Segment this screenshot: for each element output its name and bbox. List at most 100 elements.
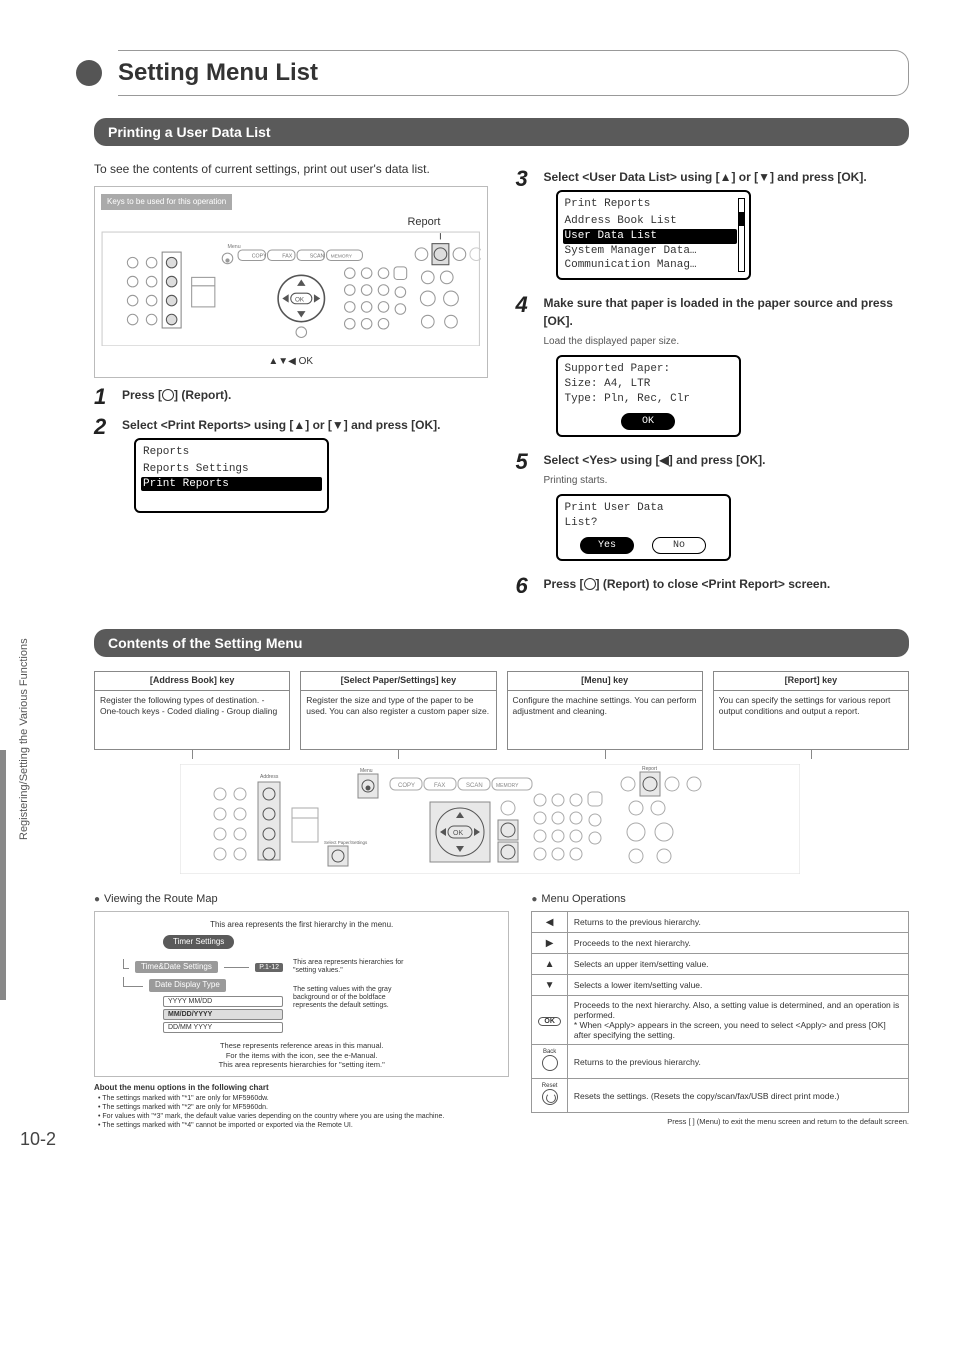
lcd-reports: Reports Reports Settings Print Reports <box>134 438 329 513</box>
svg-text:Menu: Menu <box>228 243 241 249</box>
lcd-header: Print Reports <box>563 197 737 212</box>
t: ] (Report). <box>174 388 231 402</box>
svg-text:MEMORY: MEMORY <box>496 783 519 789</box>
chip-ref: P.1-12 <box>255 963 283 972</box>
down-arrow-icon: ▼ <box>532 975 568 996</box>
about-item: The settings marked with "*4" cannot be … <box>98 1121 509 1130</box>
about-item: The settings marked with "*2" are only f… <box>98 1103 509 1112</box>
big-control-panel: Address Select Paper/Settings Menu COPY … <box>94 764 885 879</box>
key-box-title: [Menu] key <box>508 672 702 691</box>
svg-text:SCAN: SCAN <box>310 253 325 259</box>
menu-ops-table: ◀ Returns to the previous hierarchy. ▶ P… <box>531 911 909 1113</box>
key-box-body: You can specify the settings for various… <box>714 691 908 749</box>
about-item: The settings marked with "*1" are only f… <box>98 1094 509 1103</box>
panel-report-callout: Report <box>101 214 481 231</box>
lcd-print-reports: Print Reports Address Book List User Dat… <box>556 190 751 280</box>
lcd-no-button: No <box>652 537 706 555</box>
svg-text:OK: OK <box>453 830 463 837</box>
ops-row: ◀ Returns to the previous hierarchy. <box>532 912 909 933</box>
route-note: The setting values with the gray backgro… <box>293 986 413 1011</box>
route-map-heading: Viewing the Route Map <box>94 893 509 905</box>
svg-text:Report: Report <box>642 766 658 772</box>
opt: YYYY MM/DD <box>163 996 283 1007</box>
svg-text:Menu: Menu <box>360 768 373 774</box>
svg-text:FAX: FAX <box>434 783 445 789</box>
reset-key-icon: Reset <box>532 1079 568 1113</box>
step-title: Press [ ] (Report). <box>122 386 488 404</box>
step-title: Select <Print Reports> using [▲] or [▼] … <box>122 416 488 434</box>
svg-text:Address: Address <box>260 774 279 780</box>
ops-text: Returns to the previous hierarchy. <box>567 1045 908 1079</box>
svg-text:Select Paper/Settings: Select Paper/Settings <box>324 840 368 845</box>
lcd-row: Communication Manag… <box>563 258 737 273</box>
step-note: Printing starts. <box>544 473 910 488</box>
svg-text:FAX: FAX <box>282 253 292 259</box>
t: Press [ <box>122 388 162 402</box>
lcd-row: Size: A4, LTR <box>563 377 734 392</box>
section-bar-printing: Printing a User Data List <box>94 118 909 146</box>
right-arrow-icon: ▶ <box>532 933 568 954</box>
ops-text: Resets the settings. (Resets the copy/sc… <box>567 1079 908 1113</box>
key-box-menu: [Menu] key Configure the machine setting… <box>507 671 703 750</box>
lcd-row: Print User Data <box>563 501 724 516</box>
lcd-row: Address Book List <box>563 214 737 229</box>
svg-text:MEMORY: MEMORY <box>331 253 353 259</box>
svg-text:SCAN: SCAN <box>466 783 483 789</box>
key-box-body: Configure the machine settings. You can … <box>508 691 702 749</box>
lcd-row: Type: Pln, Rec, Clr <box>563 392 734 407</box>
t: For the items with the icon, see the e-M… <box>103 1051 500 1061</box>
route-mid-notes: These represents reference areas in this… <box>103 1041 500 1070</box>
key-box-select-paper: [Select Paper/Settings] key Register the… <box>300 671 496 750</box>
t: This area represents hierarchies for "se… <box>103 1060 500 1070</box>
lcd-ok-button: OK <box>621 413 675 431</box>
t: These represents reference areas in this… <box>103 1041 500 1051</box>
key-box-body: Register the size and type of the paper … <box>301 691 495 749</box>
back-key-icon: Back <box>532 1045 568 1079</box>
control-panel-illustration: Keys to be used for this operation Repor… <box>94 186 488 378</box>
step-number: 1 <box>94 386 112 408</box>
route-caption: This area represents the first hierarchy… <box>103 920 500 930</box>
step-4: 4 Make sure that paper is loaded in the … <box>516 294 910 443</box>
key-box-address-book: [Address Book] key Register the followin… <box>94 671 290 750</box>
about-item: For values with "*3" mark, the default v… <box>98 1112 509 1121</box>
key-box-body: Register the following types of destinat… <box>95 691 289 749</box>
control-panel-svg: Menu COPY FAX SCAN MEMORY OK <box>101 231 481 347</box>
opt-default: MM/DD/YYYY <box>163 1009 283 1020</box>
up-arrow-icon: ▲ <box>532 954 568 975</box>
big-panel-svg: Address Select Paper/Settings Menu COPY … <box>180 764 800 874</box>
side-accent-bar <box>0 750 6 1000</box>
side-section-label: Registering/Setting the Various Function… <box>18 638 30 840</box>
step-title: Press [] (Report) to close <Print Report… <box>544 575 910 593</box>
chapter-header: Setting Menu List <box>70 50 909 96</box>
step-title: Select <User Data List> using [▲] or [▼]… <box>544 168 910 186</box>
panel-legend: Keys to be used for this operation <box>101 194 232 210</box>
key-box-title: [Select Paper/Settings] key <box>301 672 495 691</box>
ops-text: Selects an upper item/setting value. <box>567 954 908 975</box>
step-2: 2 Select <Print Reports> using [▲] or [▼… <box>94 416 488 519</box>
lcd-row: Reports Settings <box>141 462 322 477</box>
panel-caption: ▲▼◀ OK <box>101 352 481 371</box>
ops-row: ▶ Proceeds to the next hierarchy. <box>532 933 909 954</box>
t: Press [ <box>544 577 584 591</box>
lcd-supported-paper: Supported Paper: Size: A4, LTR Type: Pln… <box>556 355 741 437</box>
lcd-row: List? <box>563 516 724 531</box>
lcd-header: Reports <box>141 445 322 460</box>
step-1: 1 Press [ ] (Report). <box>94 386 488 408</box>
ops-footer-note: Press [ ] (Menu) to exit the menu screen… <box>531 1117 909 1126</box>
ops-row: ▼ Selects a lower item/setting value. <box>532 975 909 996</box>
ops-row: OK Proceeds to the next hierarchy. Also,… <box>532 996 909 1045</box>
step-number: 6 <box>516 575 534 597</box>
lcd-yes-button: Yes <box>580 537 634 555</box>
key-boxes-row: [Address Book] key Register the followin… <box>94 671 909 750</box>
route-map-box: This area represents the first hierarchy… <box>94 911 509 1077</box>
report-key-icon <box>162 389 174 401</box>
ops-text: Returns to the previous hierarchy. <box>567 912 908 933</box>
report-key-icon <box>584 578 596 590</box>
route-about-notes: About the menu options in the following … <box>94 1083 509 1130</box>
ops-row: Back Returns to the previous hierarchy. <box>532 1045 909 1079</box>
key-box-title: [Report] key <box>714 672 908 691</box>
left-arrow-icon: ◀ <box>532 912 568 933</box>
svg-text:OK: OK <box>295 296 305 303</box>
svg-text:COPY: COPY <box>252 253 267 259</box>
step-title: Make sure that paper is loaded in the pa… <box>544 294 910 330</box>
